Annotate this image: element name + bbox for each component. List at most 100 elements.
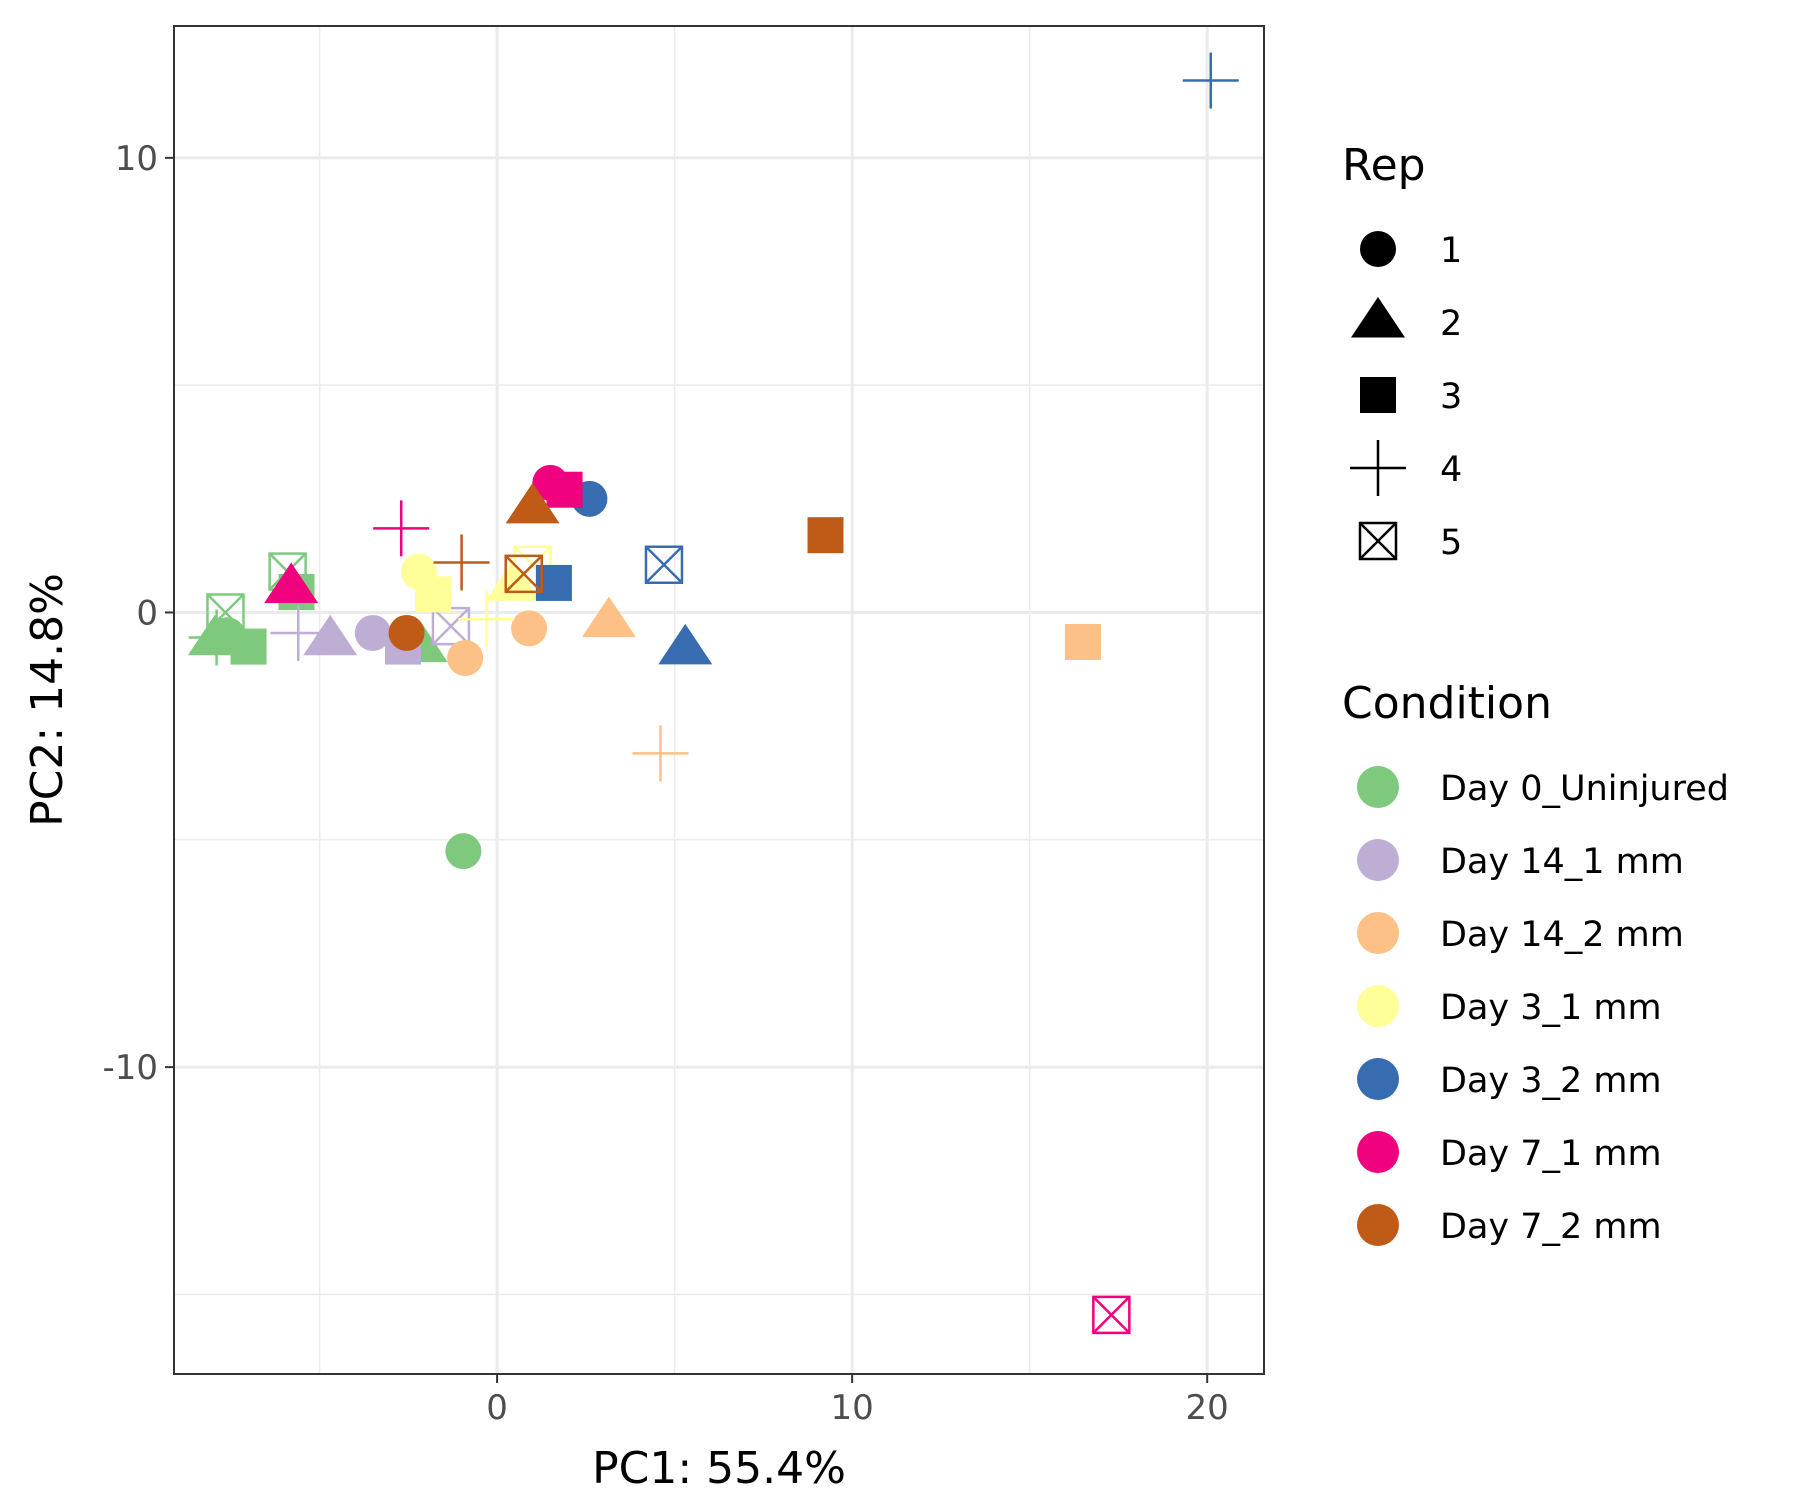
triangle-marker bbox=[658, 623, 713, 665]
triangle-marker bbox=[486, 560, 541, 601]
x-tick-label: 10 bbox=[831, 1388, 874, 1428]
rep-legend-label: 4 bbox=[1440, 450, 1462, 490]
boxed-x-marker-diag2 bbox=[645, 545, 683, 584]
circle-marker bbox=[354, 614, 391, 651]
major-gridlines bbox=[174, 26, 1264, 1374]
boxed-x-marker-box bbox=[1092, 1295, 1131, 1335]
condition-legend-item: Day 3_2 mm bbox=[1357, 1058, 1662, 1101]
boxed-x-marker-diag2 bbox=[206, 593, 245, 632]
data-point bbox=[415, 576, 452, 613]
triangle-marker bbox=[1351, 297, 1405, 338]
square-marker bbox=[1360, 377, 1396, 413]
data-point bbox=[486, 560, 541, 601]
condition-legend-item: Day 0_Uninjured bbox=[1357, 766, 1729, 809]
rep-legend-key bbox=[1351, 297, 1405, 338]
condition-legend-key bbox=[1357, 1058, 1399, 1100]
data-point bbox=[1064, 624, 1101, 661]
circle-marker bbox=[1360, 231, 1396, 267]
triangle-marker bbox=[505, 482, 560, 524]
data-point bbox=[354, 614, 391, 651]
condition-legend-key bbox=[1357, 985, 1399, 1027]
condition-legend-item: Day 7_1 mm bbox=[1357, 1131, 1662, 1174]
condition-legend-key bbox=[1357, 1131, 1399, 1173]
data-point bbox=[505, 482, 560, 524]
data-point bbox=[546, 471, 583, 508]
data-point bbox=[373, 500, 430, 557]
condition-legend-label: Day 14_2 mm bbox=[1440, 915, 1684, 955]
data-point bbox=[388, 614, 425, 651]
data-point bbox=[1182, 52, 1239, 109]
plot-panel bbox=[173, 25, 1265, 1375]
boxed-x-marker-diag2 bbox=[504, 554, 543, 593]
x-tick-label: 20 bbox=[1186, 1388, 1229, 1428]
square-marker bbox=[546, 471, 583, 508]
data-point bbox=[511, 610, 548, 647]
y-axis: -10 0 10 bbox=[102, 139, 174, 1088]
y-tick-label: -10 bbox=[102, 1048, 158, 1088]
condition-legend-key bbox=[1357, 1204, 1399, 1246]
boxed-x-marker-diag2 bbox=[1092, 1296, 1131, 1334]
condition-legend-label: Day 7_1 mm bbox=[1440, 1134, 1662, 1174]
rep-legend-key bbox=[1360, 377, 1396, 413]
triangle-marker bbox=[303, 614, 358, 656]
data-point bbox=[206, 593, 245, 632]
condition-legend-label: Day 3_2 mm bbox=[1440, 1061, 1662, 1101]
rep-legend-title: Rep bbox=[1342, 140, 1426, 191]
y-tick-label: 10 bbox=[115, 139, 158, 179]
data-point bbox=[1092, 1295, 1131, 1335]
square-marker bbox=[807, 517, 844, 554]
panel-border bbox=[173, 25, 1265, 1375]
x-axis: 0 10 20 bbox=[486, 1374, 1229, 1428]
condition-legend-label: Day 3_1 mm bbox=[1440, 988, 1662, 1028]
data-point bbox=[504, 554, 543, 594]
data-point bbox=[270, 604, 327, 661]
rep-legend-label: 1 bbox=[1440, 231, 1462, 271]
condition-legend-item: Day 14_2 mm bbox=[1357, 912, 1684, 955]
condition-legend-key bbox=[1357, 766, 1399, 808]
circle-marker bbox=[388, 614, 425, 651]
rep-legend-item: 5 bbox=[1358, 521, 1462, 563]
data-point bbox=[581, 596, 636, 638]
rep-legend-item: 4 bbox=[1350, 440, 1462, 496]
rep-legend-label: 5 bbox=[1440, 523, 1462, 563]
triangle-marker bbox=[581, 596, 636, 638]
rep-legend-item: 3 bbox=[1360, 377, 1462, 417]
y-axis-title: PC2: 14.8% bbox=[22, 573, 73, 827]
boxed-x-marker-box bbox=[206, 593, 245, 632]
triangle-marker bbox=[264, 562, 319, 603]
data-point bbox=[447, 639, 484, 676]
triangle-marker bbox=[187, 614, 242, 656]
data-points bbox=[187, 52, 1239, 1335]
data-point bbox=[632, 725, 689, 782]
square-marker bbox=[1064, 624, 1101, 661]
condition-legend: Condition Day 0_Uninjured Day 14_1 mm Day … bbox=[1342, 678, 1729, 1247]
data-point bbox=[187, 614, 242, 656]
square-marker bbox=[415, 576, 452, 613]
condition-legend-item: Day 7_2 mm bbox=[1357, 1204, 1662, 1247]
circle-marker bbox=[445, 833, 482, 870]
condition-legend-key bbox=[1357, 912, 1399, 954]
rep-legend-label: 3 bbox=[1440, 377, 1462, 417]
condition-legend-item: Day 14_1 mm bbox=[1357, 839, 1684, 882]
condition-legend-title: Condition bbox=[1342, 678, 1552, 729]
circle-marker bbox=[511, 610, 548, 647]
rep-legend-label: 2 bbox=[1440, 304, 1462, 344]
rep-legend-key bbox=[1350, 440, 1406, 496]
data-point bbox=[644, 545, 684, 584]
rep-legend-item: 1 bbox=[1360, 231, 1462, 271]
boxed-x-marker-box bbox=[644, 545, 684, 584]
panel-background bbox=[174, 26, 1264, 1374]
y-tick-label: 0 bbox=[136, 593, 158, 633]
boxed-x-marker-box bbox=[1358, 521, 1398, 561]
boxed-x-marker-diag2 bbox=[432, 607, 470, 646]
data-point bbox=[264, 562, 319, 603]
condition-legend-label: Day 14_1 mm bbox=[1440, 842, 1684, 882]
data-point bbox=[433, 534, 490, 591]
data-point bbox=[658, 623, 713, 665]
minor-gridlines bbox=[174, 26, 1264, 1374]
data-point bbox=[458, 591, 515, 648]
rep-legend-key bbox=[1360, 231, 1396, 267]
data-point bbox=[303, 614, 358, 656]
boxed-x-marker-box bbox=[504, 554, 543, 594]
